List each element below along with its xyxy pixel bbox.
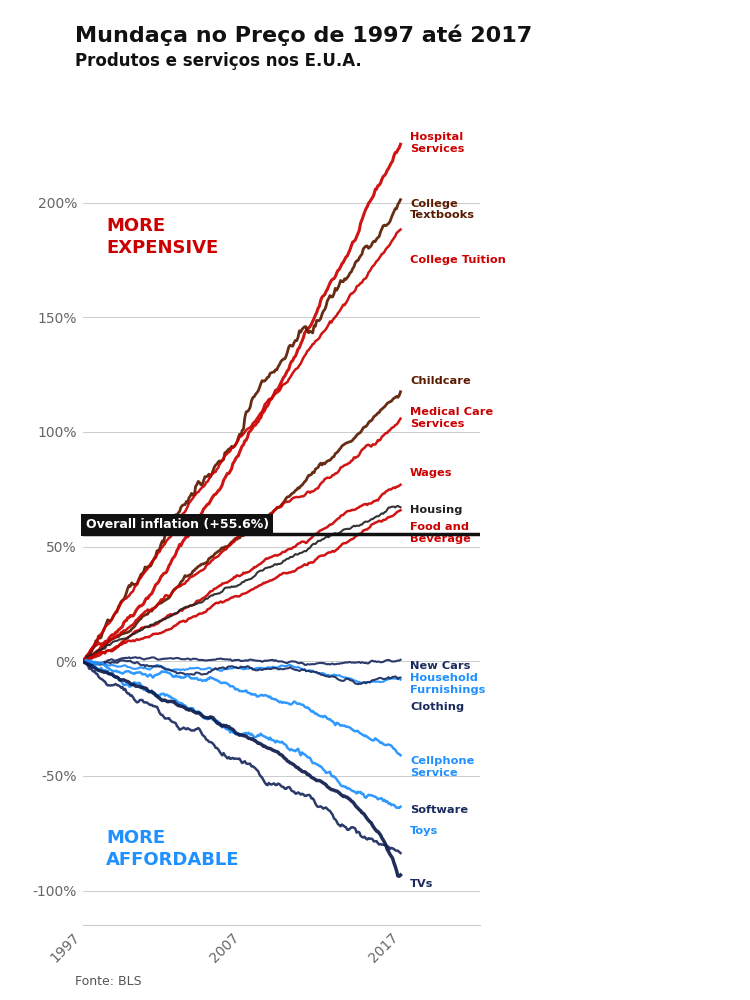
Text: College
Textbooks: College Textbooks — [410, 199, 475, 220]
Text: MORE
EXPENSIVE: MORE EXPENSIVE — [106, 217, 218, 257]
Text: Food and
Beverage: Food and Beverage — [410, 522, 471, 544]
Text: Medical Care
Services: Medical Care Services — [410, 407, 494, 429]
Text: Software: Software — [410, 805, 468, 815]
Text: Overall inflation (+55.6%): Overall inflation (+55.6%) — [86, 518, 268, 531]
Text: New Cars: New Cars — [410, 661, 470, 671]
Text: Wages: Wages — [410, 468, 452, 478]
Text: Toys: Toys — [410, 826, 438, 836]
Text: Hospital
Services: Hospital Services — [410, 132, 464, 154]
Text: College Tuition: College Tuition — [410, 255, 506, 265]
Text: Childcare: Childcare — [410, 376, 471, 386]
Text: Housing: Housing — [410, 505, 463, 515]
Text: MORE
AFFORDABLE: MORE AFFORDABLE — [106, 829, 240, 869]
Text: Fonte: BLS: Fonte: BLS — [75, 975, 142, 988]
Text: Produtos e serviços nos E.U.A.: Produtos e serviços nos E.U.A. — [75, 52, 362, 70]
Text: TVs: TVs — [410, 879, 434, 889]
Text: Cellphone
Service: Cellphone Service — [410, 756, 475, 778]
Text: Household
Furnishings: Household Furnishings — [410, 673, 485, 695]
Text: Mundaça no Preço de 1997 até 2017: Mundaça no Preço de 1997 até 2017 — [75, 25, 532, 46]
Text: Clothing: Clothing — [410, 702, 464, 712]
